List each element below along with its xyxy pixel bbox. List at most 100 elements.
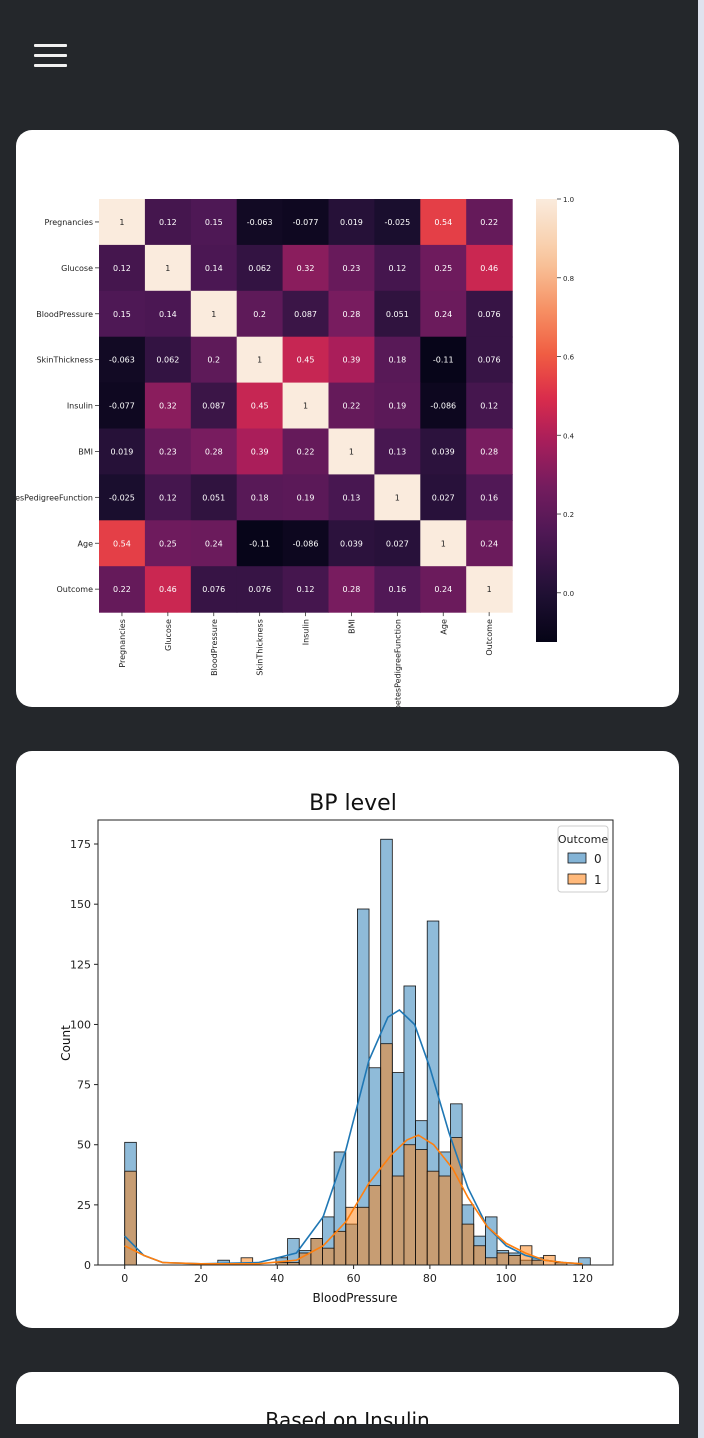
heatmap-cell — [420, 244, 467, 292]
heatmap-cell — [328, 382, 375, 430]
column-label: Insulin — [302, 619, 311, 645]
heatmap-cell-label: 0.076 — [248, 585, 271, 594]
heatmap-cell — [420, 382, 467, 430]
heatmap-cell-label: 0.14 — [205, 264, 223, 273]
histogram-bar-outcome-1 — [531, 1259, 544, 1266]
histogram-bar-outcome-1 — [426, 1170, 440, 1266]
column-label: Outcome — [485, 619, 494, 656]
heatmap-cell-label: 0.24 — [480, 539, 498, 548]
histogram-bar-outcome-1 — [415, 1149, 428, 1266]
heatmap-cell — [282, 520, 330, 567]
heatmap-cell — [282, 382, 330, 430]
y-tick-label: 0 — [84, 1259, 91, 1272]
heatmap-cell-label: 0.19 — [388, 402, 406, 411]
heatmap-cell — [466, 566, 513, 613]
x-tick-label: 60 — [347, 1272, 361, 1285]
histogram-bar-outcome-1 — [333, 1230, 347, 1266]
heatmap-cell-label: 0.22 — [343, 402, 361, 411]
heatmap-cell-label: 0.24 — [434, 585, 452, 594]
heatmap-cell-label: 1 — [165, 264, 170, 273]
heatmap-cell-label: 0.2 — [253, 310, 266, 319]
heatmap-cell-label: 1 — [257, 356, 262, 365]
y-axis-label: Count — [59, 1025, 73, 1061]
heatmap-cell — [466, 290, 513, 338]
heatmap-cell-label: 0.076 — [478, 310, 501, 319]
heatmap-cell — [190, 566, 238, 613]
heatmap-cell-label: 0.18 — [388, 356, 406, 365]
heatmap-cell — [190, 199, 238, 246]
heatmap-cell-label: 0.062 — [248, 264, 271, 273]
heatmap-cell — [190, 290, 238, 338]
kde-line-outcome-1 — [124, 1134, 583, 1265]
histogram-bar-outcome-1 — [380, 1043, 393, 1266]
heatmap-cell-label: 0.087 — [294, 310, 317, 319]
colorbar-tick-label: 0.4 — [563, 432, 575, 440]
histogram-bar-outcome-1 — [473, 1245, 486, 1266]
x-tick-label: 100 — [496, 1272, 517, 1285]
heatmap-cell — [99, 199, 146, 246]
heatmap-cell — [374, 566, 421, 613]
heatmap-cell — [420, 566, 467, 613]
row-label: SkinThickness — [36, 356, 93, 365]
heatmap-cell-label: 0.027 — [386, 539, 409, 548]
colorbar-tick-label: 0.0 — [563, 590, 574, 598]
y-tick-label: 100 — [70, 1018, 91, 1031]
heatmap-cell — [144, 244, 192, 292]
column-label: Glucose — [164, 619, 173, 651]
heatmap-cell — [466, 336, 513, 384]
bp-level-chart-card: BP level BloodPressure Count 0 20 40 60 80 10… — [16, 751, 679, 1328]
heatmap-cell — [466, 244, 513, 292]
heatmap-cell — [466, 428, 513, 475]
x-tick-label: 40 — [270, 1272, 284, 1285]
heatmap-cell — [236, 244, 284, 292]
scrollbar[interactable] — [698, 0, 704, 1438]
hamburger-menu-icon[interactable] — [34, 44, 68, 70]
heatmap-cell-label: 1 — [303, 402, 308, 411]
histogram-bar-outcome-1 — [461, 1223, 475, 1266]
heatmap-cell-label: 0.32 — [297, 264, 315, 273]
heatmap-cell — [99, 520, 146, 567]
heatmap-cell-label: 0.16 — [388, 585, 406, 594]
heatmap-cell-label: 0.076 — [202, 585, 225, 594]
heatmap-cell — [236, 382, 284, 430]
heatmap-cell — [236, 428, 284, 475]
heatmap-cell-label: 0.051 — [202, 493, 225, 502]
heatmap-cell-label: 0.28 — [343, 310, 361, 319]
heatmap-cell — [190, 428, 238, 475]
heatmap-cell-label: 1 — [487, 585, 492, 594]
heatmap-cell-label: 0.076 — [478, 356, 501, 365]
y-tick-label: 125 — [70, 958, 91, 971]
heatmap-cell — [282, 474, 330, 521]
heatmap-cell-label: 0.087 — [202, 402, 225, 411]
heatmap-cell — [420, 520, 467, 567]
heatmap-cell — [99, 290, 146, 338]
heatmap-cell — [374, 336, 421, 384]
colorbar-tick-label: 0.8 — [563, 275, 574, 283]
histogram-bar-outcome-1 — [322, 1247, 335, 1266]
heatmap-cell — [144, 566, 192, 613]
heatmap-cell — [99, 244, 146, 292]
histogram-bar-outcome-1 — [403, 1144, 416, 1266]
heatmap-cell-label: 0.22 — [480, 218, 498, 227]
x-axis-label: BloodPressure — [312, 1291, 397, 1305]
heatmap-cell-label: 0.23 — [343, 264, 361, 273]
heatmap-cell-label: 0.12 — [113, 264, 131, 273]
y-tick-label: 150 — [70, 898, 91, 911]
heatmap-cell — [282, 336, 330, 384]
heatmap-cell — [190, 382, 238, 430]
heatmap-cell-label: 1 — [441, 539, 446, 548]
colorbar-tick-label: 0.2 — [563, 511, 574, 519]
heatmap-cell — [466, 199, 513, 246]
heatmap-cell-label: 0.019 — [110, 447, 133, 456]
y-tick-label: 175 — [70, 838, 91, 851]
correlation-heatmap-card: 1 0.12 0.15 -0.063 -0.077 0.019 -0.025 0.54 0.22… — [16, 130, 679, 707]
heatmap-cell — [236, 566, 284, 613]
heatmap-cell-label: 0.24 — [434, 310, 452, 319]
heatmap-cell-label: -0.063 — [247, 218, 273, 227]
heatmap-cell-label: 0.25 — [434, 264, 452, 273]
heatmap-cell — [99, 336, 146, 384]
heatmap-cell — [144, 382, 192, 430]
heatmap-cell-label: 0.15 — [205, 218, 223, 227]
heatmap-cell — [420, 428, 467, 475]
heatmap-cell — [282, 244, 330, 292]
